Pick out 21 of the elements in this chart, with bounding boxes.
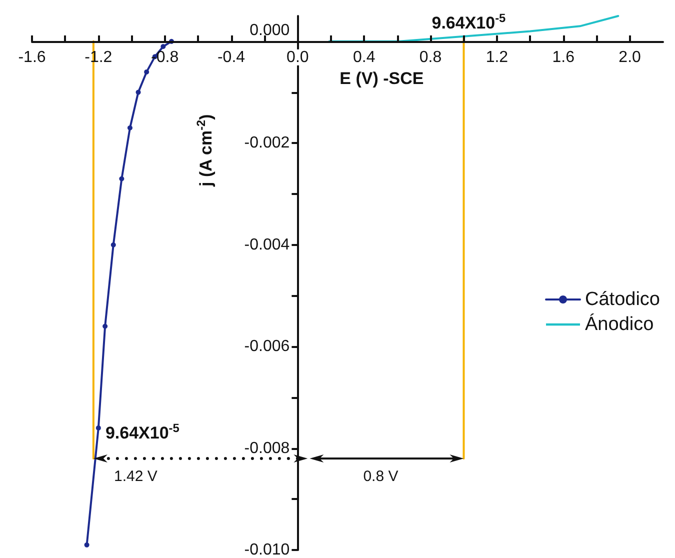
x-tick-label: 0.8 xyxy=(419,48,442,66)
x-tick-label: 2.0 xyxy=(618,48,642,66)
annotation: 1.42 V xyxy=(114,468,158,486)
x-axis-title: E (V) -SCE xyxy=(340,69,424,90)
x-tick-label: 1.2 xyxy=(486,48,508,66)
y-tick-label: -0.008 xyxy=(244,440,290,457)
x-tick-label: -0.4 xyxy=(217,48,246,66)
y-tick-label: -0.002 xyxy=(244,134,290,152)
x-tick-label: 0.0 xyxy=(286,48,309,66)
x-tick-label: 0.4 xyxy=(352,48,376,66)
annotation: 9.64X10$^{-5}$ xyxy=(432,11,506,34)
legend-label: Ánodico xyxy=(585,313,654,335)
legend-label: Cátodico xyxy=(585,289,660,310)
y-tick-label: -0.004 xyxy=(244,236,290,254)
annotation: 0.8 V xyxy=(363,468,398,486)
y-tick-label: -0.010 xyxy=(244,542,290,558)
x-tick-label: -1.6 xyxy=(18,48,46,66)
y-tick-label: 0.000 xyxy=(250,22,290,39)
annotation: 9.64X10$^{-5}$ xyxy=(105,421,180,444)
x-tick-label: 1.6 xyxy=(552,48,575,66)
y-tick-label: -0.006 xyxy=(244,338,290,356)
